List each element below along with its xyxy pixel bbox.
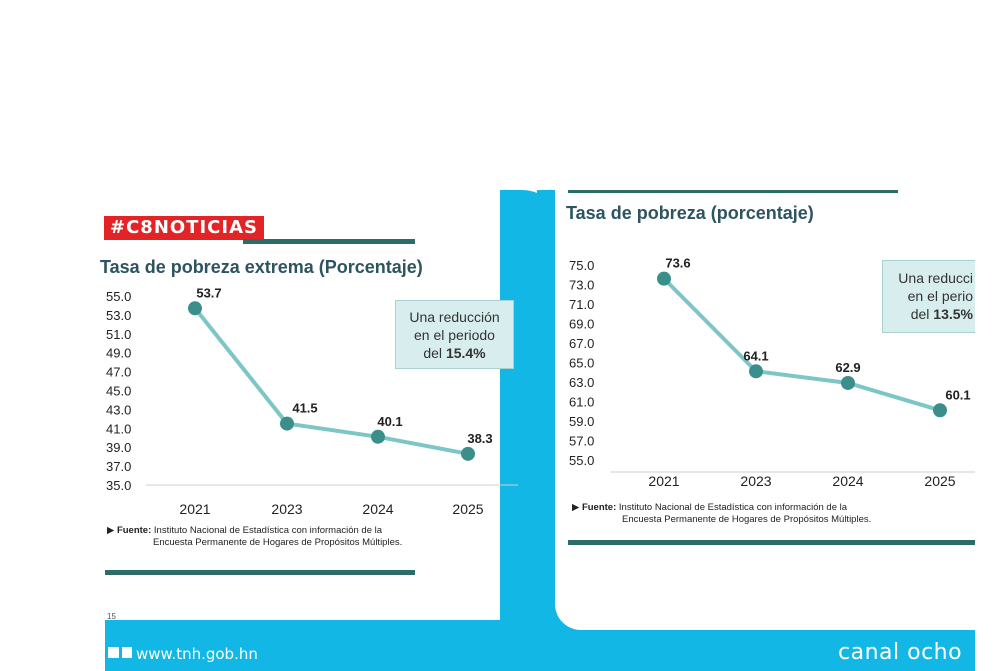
right-ytick-label: 61.0 bbox=[569, 395, 594, 410]
left-ytick-label: 39.0 bbox=[106, 440, 131, 455]
left-note-line1: Una reducción bbox=[409, 309, 500, 325]
left-note-prefix: del bbox=[423, 345, 446, 361]
right-reduction-note: Una reducci en el perio del 13.5% bbox=[882, 260, 982, 333]
right-ytick-label: 73.0 bbox=[569, 278, 594, 293]
left-data-label: 40.1 bbox=[377, 414, 402, 429]
right-source: ▶ Fuente: Instituto Nacional de Estadíst… bbox=[572, 502, 871, 526]
left-xtick-label: 2025 bbox=[452, 501, 483, 517]
left-ytick-label: 37.0 bbox=[106, 459, 131, 474]
right-source-line2: Encuesta Permanente de Hogares de Propós… bbox=[622, 514, 872, 525]
left-data-label: 53.7 bbox=[196, 285, 221, 300]
right-source-text1: Instituto Nacional de Estadística con in… bbox=[616, 502, 848, 513]
left-ytick-label: 43.0 bbox=[106, 402, 131, 417]
left-source-line1: ▶ Fuente: Instituto Nacional de Estadíst… bbox=[107, 525, 383, 536]
right-data-label: 60.1 bbox=[945, 387, 970, 402]
right-ytick-label: 71.0 bbox=[569, 297, 594, 312]
footer-squares-icon bbox=[108, 647, 132, 658]
left-chart-title: Tasa de pobreza extrema (Porcentaje) bbox=[100, 257, 423, 277]
right-chart: 75.0 73.0 71.0 69.0 67.0 65.0 63.0 61.0 59.0 57.0… bbox=[569, 256, 975, 489]
right-note-prefix: del bbox=[910, 306, 934, 322]
right-data-point bbox=[749, 364, 763, 379]
right-data-point bbox=[657, 271, 671, 286]
left-note-line3: del 15.4% bbox=[396, 344, 513, 362]
left-data-label: 38.3 bbox=[467, 431, 492, 446]
right-data-label: 62.9 bbox=[835, 360, 860, 375]
hashtag-badge: #C8NOTICIAS bbox=[104, 216, 264, 240]
left-data-point bbox=[188, 301, 202, 316]
left-top-rule bbox=[243, 239, 415, 244]
right-series-line bbox=[662, 277, 941, 413]
left-data-point bbox=[280, 416, 294, 431]
left-ytick-label: 35.0 bbox=[106, 478, 131, 493]
frame-curve bbox=[500, 190, 562, 630]
left-ytick-label: 41.0 bbox=[106, 421, 131, 436]
left-xtick-label: 2023 bbox=[271, 501, 302, 517]
right-xtick-label: 2025 bbox=[924, 473, 955, 489]
left-xtick-label: 2021 bbox=[179, 501, 210, 517]
left-chart: 55.0 53.0 51.0 49.0 47.0 45.0 43.0 41.0 39.0 37.0… bbox=[106, 285, 518, 517]
left-source-text1: Instituto Nacional de Estadística con in… bbox=[151, 525, 383, 536]
right-note-line1: Una reducci bbox=[898, 270, 973, 286]
left-ytick-label: 47.0 bbox=[106, 365, 131, 380]
left-bottom-rule bbox=[105, 570, 415, 575]
left-ytick-label: 53.0 bbox=[106, 308, 131, 323]
left-source-line2: Encuesta Permanente de Hogares de Propós… bbox=[153, 537, 403, 548]
right-note-line3: del 13.5% bbox=[883, 305, 973, 323]
left-data-label: 41.5 bbox=[292, 401, 317, 416]
right-ytick-label: 75.0 bbox=[569, 258, 594, 273]
right-bottom-rule bbox=[568, 540, 975, 545]
right-xtick-label: 2023 bbox=[740, 473, 771, 489]
right-note-value: 13.5% bbox=[933, 306, 973, 322]
right-ytick-label: 65.0 bbox=[569, 356, 594, 371]
right-margin bbox=[975, 0, 994, 671]
left-ytick-label: 51.0 bbox=[106, 327, 131, 342]
right-ytick-label: 55.0 bbox=[569, 453, 594, 468]
right-ytick-label: 59.0 bbox=[569, 414, 594, 429]
left-ytick-label: 49.0 bbox=[106, 346, 131, 361]
left-ytick-label: 55.0 bbox=[106, 289, 131, 304]
left-series-line bbox=[193, 307, 469, 456]
right-source-label: Fuente: bbox=[581, 502, 617, 513]
left-data-point bbox=[371, 429, 385, 444]
left-ytick-label: 45.0 bbox=[106, 384, 131, 399]
right-xtick-label: 2024 bbox=[832, 473, 863, 489]
right-data-label: 64.1 bbox=[743, 348, 768, 363]
right-source-line1: ▶ Fuente: Instituto Nacional de Estadíst… bbox=[572, 502, 848, 513]
left-source-label: Fuente: bbox=[116, 525, 152, 536]
left-reduction-note: Una reducción en el periodo del 15.4% bbox=[395, 300, 514, 369]
right-note-line2: en el perio bbox=[907, 288, 973, 304]
right-ytick-label: 57.0 bbox=[569, 434, 594, 449]
left-xtick-label: 2024 bbox=[362, 501, 393, 517]
right-xtick-label: 2021 bbox=[648, 473, 679, 489]
right-chart-title: Tasa de pobreza (porcentaje) bbox=[566, 203, 814, 223]
left-source: ▶ Fuente: Instituto Nacional de Estadíst… bbox=[107, 525, 402, 549]
right-data-label: 73.6 bbox=[665, 256, 690, 271]
footer-url[interactable]: www.tnh.gob.hn bbox=[136, 645, 258, 663]
left-panel bbox=[105, 190, 537, 620]
right-data-point bbox=[933, 403, 947, 418]
right-ytick-label: 63.0 bbox=[569, 375, 594, 390]
left-note-line2: en el periodo bbox=[414, 327, 495, 343]
right-top-rule bbox=[568, 190, 898, 193]
left-note-value: 15.4% bbox=[445, 345, 486, 361]
right-ytick-label: 69.0 bbox=[569, 317, 594, 332]
right-data-point bbox=[841, 375, 855, 390]
left-data-point bbox=[461, 446, 475, 461]
right-ytick-label: 67.0 bbox=[569, 336, 594, 351]
left-fragment-text: 15 bbox=[107, 612, 116, 621]
brand-logo-text: canal ocho bbox=[838, 640, 963, 665]
